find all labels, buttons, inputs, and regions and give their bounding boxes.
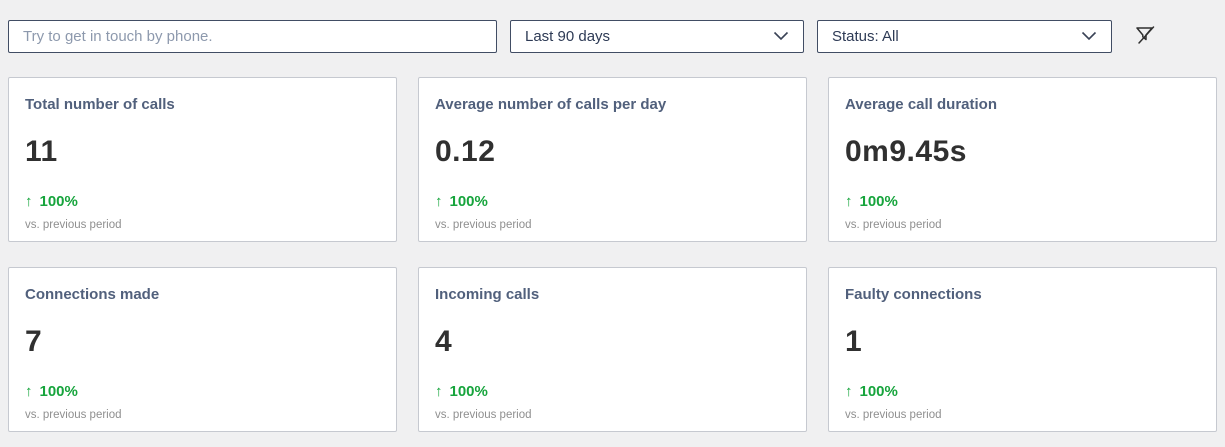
delta-value: 100% — [449, 193, 488, 210]
card-title: Average call duration — [845, 96, 997, 113]
card-delta: ↑ 100% — [25, 193, 380, 210]
arrow-up-icon: ↑ — [845, 193, 853, 210]
stats-cards-grid: Total number of calls 11 ↑ 100% vs. prev… — [8, 77, 1217, 432]
chevron-down-icon — [773, 28, 789, 45]
delta-value: 100% — [39, 383, 78, 400]
delta-value: 100% — [449, 383, 488, 400]
arrow-up-icon: ↑ — [435, 193, 443, 210]
stat-card-total-calls: Total number of calls 11 ↑ 100% vs. prev… — [8, 77, 397, 242]
card-title: Faulty connections — [845, 286, 982, 303]
chevron-down-icon — [1081, 28, 1097, 45]
card-caption: vs. previous period — [845, 219, 942, 231]
card-title: Incoming calls — [435, 286, 540, 303]
status-dropdown[interactable]: Status: All — [817, 20, 1112, 53]
stat-card-avg-call-duration: Average call duration 0m9.45s ↑ 100% vs.… — [828, 77, 1217, 242]
card-value: 0m9.45s — [845, 135, 967, 168]
delta-value: 100% — [859, 193, 898, 210]
card-caption: vs. previous period — [25, 219, 122, 231]
card-delta: ↑ 100% — [845, 193, 1200, 210]
stat-card-connections-made: Connections made 7 ↑ 100% vs. previous p… — [8, 267, 397, 432]
search-input[interactable] — [8, 20, 497, 53]
card-delta: ↑ 100% — [435, 383, 790, 400]
arrow-up-icon: ↑ — [25, 193, 33, 210]
stat-card-incoming-calls: Incoming calls 4 ↑ 100% vs. previous per… — [418, 267, 807, 432]
arrow-up-icon: ↑ — [435, 383, 443, 400]
card-delta: ↑ 100% — [435, 193, 790, 210]
clear-filters-button[interactable] — [1129, 21, 1161, 53]
card-title: Total number of calls — [25, 96, 175, 113]
filters-toolbar: Last 90 days Status: All — [0, 0, 1225, 53]
arrow-up-icon: ↑ — [25, 383, 33, 400]
delta-value: 100% — [39, 193, 78, 210]
card-caption: vs. previous period — [845, 409, 942, 421]
status-value: Status: All — [832, 28, 899, 45]
filter-off-icon — [1133, 23, 1157, 50]
card-title: Average number of calls per day — [435, 96, 667, 113]
card-title: Connections made — [25, 286, 160, 303]
delta-value: 100% — [859, 383, 898, 400]
card-caption: vs. previous period — [435, 219, 532, 231]
stat-card-avg-calls-per-day: Average number of calls per day 0.12 ↑ 1… — [418, 77, 807, 242]
card-value: 0.12 — [435, 135, 496, 168]
card-delta: ↑ 100% — [25, 383, 380, 400]
date-range-dropdown[interactable]: Last 90 days — [510, 20, 804, 53]
card-caption: vs. previous period — [25, 409, 122, 421]
card-value: 1 — [845, 325, 863, 358]
card-value: 7 — [25, 325, 43, 358]
stat-card-faulty-connections: Faulty connections 1 ↑ 100% vs. previous… — [828, 267, 1217, 432]
card-delta: ↑ 100% — [845, 383, 1200, 400]
card-value: 4 — [435, 325, 453, 358]
card-value: 11 — [25, 135, 58, 168]
card-caption: vs. previous period — [435, 409, 532, 421]
arrow-up-icon: ↑ — [845, 383, 853, 400]
date-range-value: Last 90 days — [525, 28, 611, 45]
